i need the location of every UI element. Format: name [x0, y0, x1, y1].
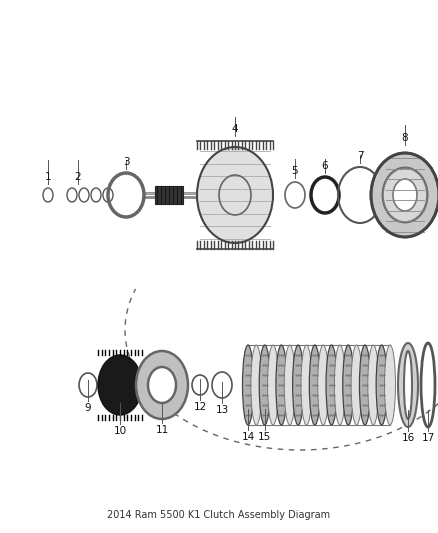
Text: 2014 Ram 5500 K1 Clutch Assembly Diagram: 2014 Ram 5500 K1 Clutch Assembly Diagram: [107, 510, 331, 520]
Text: 3: 3: [123, 157, 129, 167]
Ellipse shape: [301, 345, 312, 425]
Ellipse shape: [334, 345, 346, 425]
Text: 13: 13: [215, 405, 229, 415]
Ellipse shape: [360, 345, 371, 425]
Ellipse shape: [404, 351, 412, 419]
Text: 16: 16: [401, 433, 415, 443]
Text: 8: 8: [402, 133, 408, 143]
Ellipse shape: [368, 345, 379, 425]
Ellipse shape: [393, 179, 417, 211]
Text: 15: 15: [258, 432, 271, 442]
Ellipse shape: [383, 168, 427, 222]
Ellipse shape: [243, 345, 254, 425]
Ellipse shape: [318, 345, 328, 425]
Ellipse shape: [259, 345, 270, 425]
Ellipse shape: [385, 345, 396, 425]
Ellipse shape: [197, 147, 273, 243]
Text: 17: 17: [421, 433, 434, 443]
Ellipse shape: [309, 345, 320, 425]
Text: 5: 5: [292, 166, 298, 176]
Ellipse shape: [293, 345, 304, 425]
Ellipse shape: [251, 345, 262, 425]
Ellipse shape: [98, 355, 142, 415]
Ellipse shape: [343, 345, 354, 425]
Text: 4: 4: [232, 124, 238, 134]
Text: 2: 2: [75, 172, 81, 182]
Ellipse shape: [398, 343, 418, 427]
Ellipse shape: [284, 345, 295, 425]
Text: 1: 1: [45, 172, 51, 182]
Text: 10: 10: [113, 426, 127, 436]
Text: 11: 11: [155, 425, 169, 435]
Text: 6: 6: [321, 161, 328, 171]
Text: 7: 7: [357, 151, 363, 161]
Text: 12: 12: [193, 402, 207, 412]
Ellipse shape: [326, 345, 337, 425]
Ellipse shape: [383, 168, 427, 222]
Ellipse shape: [148, 367, 176, 403]
Ellipse shape: [268, 345, 279, 425]
Text: 9: 9: [85, 403, 91, 413]
Ellipse shape: [276, 345, 287, 425]
Ellipse shape: [376, 345, 387, 425]
Text: 14: 14: [241, 432, 254, 442]
Ellipse shape: [371, 153, 438, 237]
Ellipse shape: [136, 351, 188, 419]
Bar: [155, 186, 183, 204]
Ellipse shape: [351, 345, 362, 425]
